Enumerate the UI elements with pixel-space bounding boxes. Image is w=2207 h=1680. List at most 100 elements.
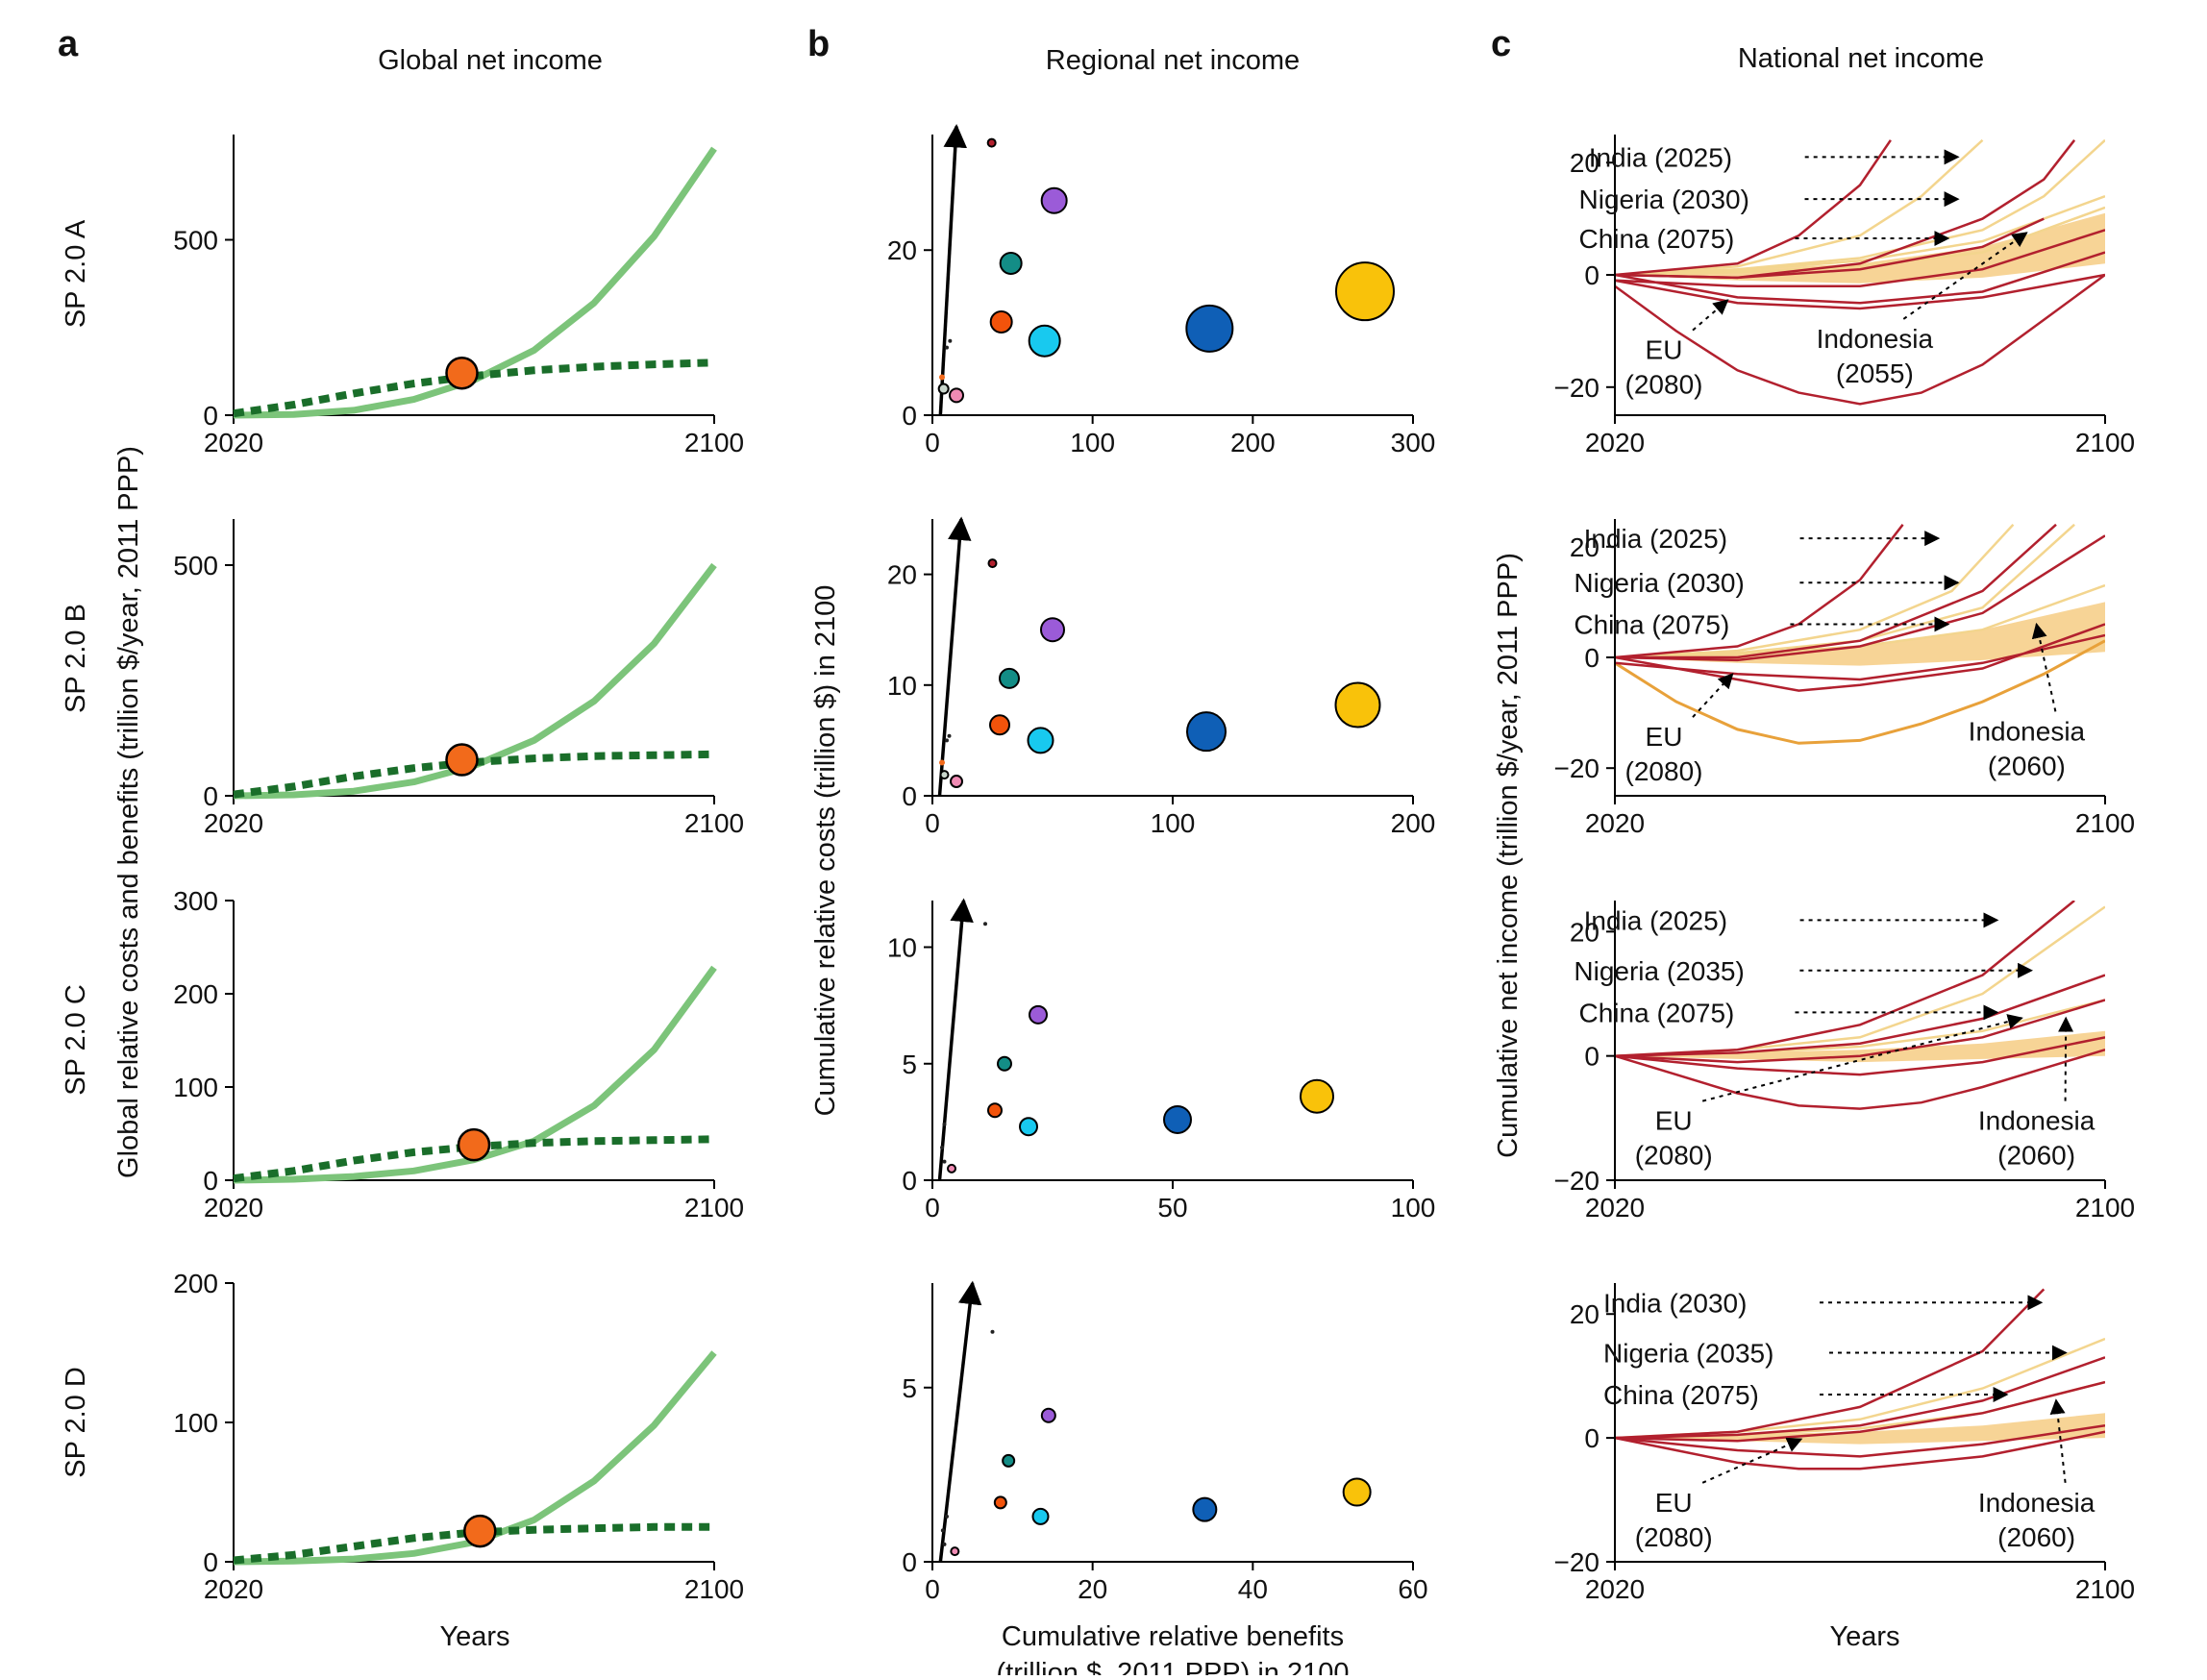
region-bubble	[939, 770, 950, 780]
y-tick-label: 20	[1570, 1299, 1599, 1329]
national-line-dark	[1615, 139, 1892, 277]
annotation-arrow	[2058, 1016, 2074, 1101]
x-tick-label: 300	[1391, 428, 1436, 457]
annotation-label-year: (2060)	[1988, 751, 2066, 780]
region-bubble	[947, 1163, 956, 1174]
y-tick-label: 0	[1584, 643, 1599, 673]
region-bubble	[942, 1159, 947, 1164]
national-band	[1615, 212, 2105, 284]
region-bubble	[1040, 617, 1065, 643]
row-label-a: SP 2.0 A	[61, 219, 91, 328]
break-even-arrow	[938, 1280, 982, 1563]
national-line-dark	[1615, 1380, 2105, 1443]
y-tick-label: 10	[887, 933, 917, 963]
national-line-dark	[1615, 523, 2057, 659]
subplot-a-D: 0 100 200 2020 2100	[173, 1269, 744, 1604]
y-tick-label: 20	[1570, 917, 1599, 947]
subplot-a-C: 0 100 200 300 2020 2100	[173, 886, 744, 1223]
panel-letter-a: a	[58, 24, 79, 64]
national-band	[1615, 1413, 2105, 1445]
region-bubble	[999, 667, 1020, 689]
panel-c-y-label: Cumulative net income (trillion $/year, …	[1493, 553, 1524, 1158]
y-tick-label: 100	[173, 1073, 218, 1102]
region-bubble	[1186, 711, 1227, 753]
region-bubble	[1031, 1507, 1050, 1525]
y-tick-label: 5	[902, 1373, 917, 1403]
region-bubble	[999, 251, 1023, 275]
y-tick-label: −20	[1554, 754, 1600, 783]
crossing-point	[445, 743, 479, 777]
panel-letter-c: c	[1491, 24, 1511, 64]
region-bubble	[939, 374, 945, 381]
national-line-dark	[1615, 1036, 2105, 1076]
national-line-dark	[1615, 1049, 2105, 1110]
annotation-label: Nigeria (2035)	[1603, 1339, 1773, 1369]
annotation-label-year: (2060)	[1997, 1522, 2075, 1552]
annotation-label: China (2075)	[1574, 609, 1729, 639]
annotation-label-year: (2080)	[1635, 1522, 1713, 1552]
crossing-point	[445, 356, 479, 390]
x-tick-label: 2100	[2075, 1193, 2135, 1223]
x-tick-label: 2020	[204, 1193, 263, 1223]
national-line-dark	[1615, 1356, 2105, 1440]
y-tick-label: 20	[1570, 532, 1599, 562]
region-bubble	[939, 759, 945, 766]
subplot-a-B: 0 500 2020 2100	[173, 519, 744, 838]
annotation-label: Nigeria (2030)	[1579, 185, 1749, 214]
national-line-orange	[1615, 639, 2105, 745]
x-tick-label: 60	[1398, 1574, 1427, 1604]
x-tick-label: 20	[1078, 1574, 1107, 1604]
annotation-arrow	[1701, 1014, 2023, 1102]
annotation-label: Nigeria (2030)	[1574, 568, 1744, 598]
x-tick-label: 50	[1157, 1193, 1187, 1223]
national-line-dark	[1615, 1288, 2046, 1440]
annotation-label: EU	[1655, 1106, 1693, 1136]
y-tick-label: 0	[203, 401, 218, 431]
national-line-dark	[1615, 623, 2105, 692]
region-bubble	[942, 1542, 947, 1546]
region-bubble	[1040, 186, 1068, 214]
region-bubble	[950, 775, 963, 789]
y-tick-label: 0	[902, 1166, 917, 1196]
region-bubble	[1334, 681, 1381, 729]
break-even-arrow	[937, 898, 974, 1181]
national-line-dark	[1615, 999, 2105, 1064]
row-label-b: SP 2.0 B	[61, 604, 91, 713]
annotation-label: Indonesia	[1978, 1488, 2095, 1518]
region-bubble	[1185, 304, 1234, 353]
y-tick-label: 0	[203, 1547, 218, 1577]
national-line-dark	[1615, 229, 2105, 287]
y-tick-label: 200	[173, 1269, 218, 1298]
annotation-label-year: (2060)	[1997, 1141, 2075, 1171]
region-bubble	[1027, 727, 1054, 754]
costs-line-dashed	[233, 1522, 714, 1565]
annotation-label: China (2075)	[1579, 998, 1735, 1027]
region-bubble	[986, 137, 997, 148]
annotation-label: Indonesia	[1969, 716, 2086, 746]
y-tick-label: 0	[1584, 1423, 1599, 1453]
region-bubble	[942, 1122, 947, 1126]
region-bubble	[948, 338, 953, 343]
annotation-arrow	[1692, 673, 1734, 718]
annotation-label: EU	[1646, 722, 1683, 752]
x-tick-label: 0	[925, 808, 940, 838]
region-bubble	[945, 738, 949, 743]
annotation-label-year: (2055)	[1836, 358, 1914, 388]
x-tick-label: 2020	[204, 1574, 263, 1604]
region-bubble	[993, 1495, 1007, 1510]
annotation-label: Indonesia	[1817, 324, 1934, 354]
y-tick-label: 5	[902, 1050, 917, 1079]
national-line-dark	[1615, 974, 2105, 1057]
x-tick-label: 2100	[684, 808, 744, 838]
annotation-label: India (2025)	[1584, 905, 1727, 935]
plot-area	[1615, 1288, 2105, 1470]
panel-letter-b: b	[807, 24, 830, 64]
panel-a-title: Global net income	[378, 45, 603, 76]
x-tick-label: 2100	[684, 1193, 744, 1223]
region-bubble	[1040, 1407, 1056, 1423]
x-tick-label: 2100	[684, 1574, 744, 1604]
national-line-dark	[1615, 273, 2105, 310]
x-tick-label: 100	[1151, 808, 1196, 838]
national-line-dark	[1615, 273, 2105, 406]
